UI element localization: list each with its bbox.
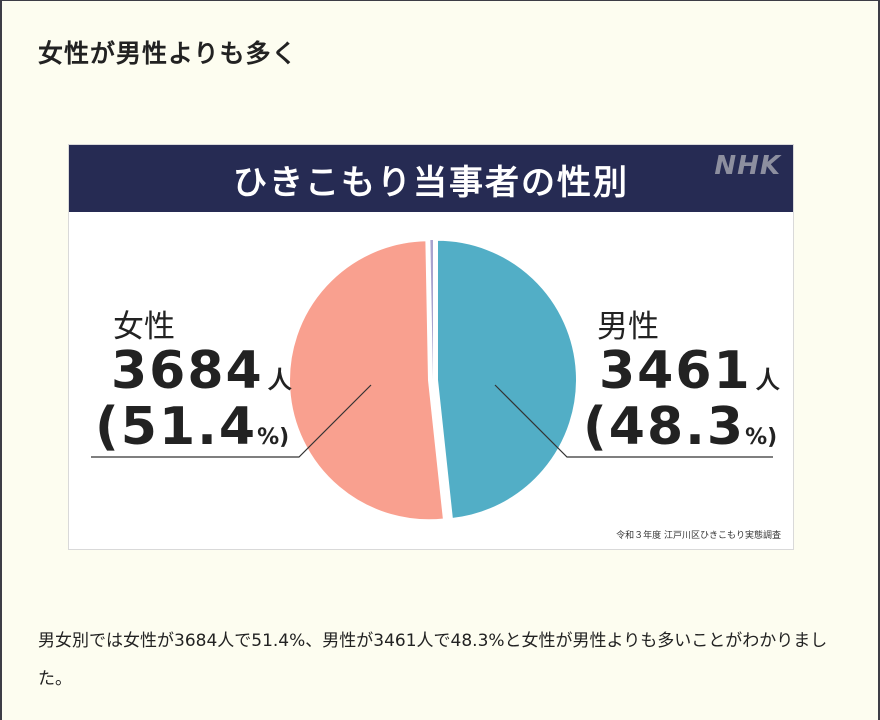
male-percent-label: (48.3%) <box>583 397 777 457</box>
male-count-value: 3461 <box>599 341 752 401</box>
source-note: 令和３年度 江戸川区ひきこもり実態調査 <box>616 531 781 541</box>
nhk-logo: NHK <box>714 151 781 181</box>
pie-slice-female <box>288 239 446 522</box>
body-caption: 男女別では女性が3684人で51.4%、男性が3461人で48.3%と女性が男性… <box>38 631 828 689</box>
female-percent-label: (51.4%) <box>95 397 289 457</box>
female-leader-line <box>91 384 372 458</box>
pie-slice-male <box>435 238 578 521</box>
female-count-label: 3684 人 <box>111 341 292 401</box>
female-count-unit: 人 <box>267 366 292 394</box>
chart-title: ひきこもり当事者の性別 <box>233 163 629 203</box>
male-percent-value: (48.3 <box>583 397 746 457</box>
section-heading: 女性が男性よりも多く <box>38 39 298 68</box>
male-count-unit: 人 <box>755 366 780 394</box>
window-border-left <box>0 0 2 720</box>
female-count-value: 3684 <box>111 341 264 401</box>
male-category-label: 男性 <box>597 309 659 345</box>
chart-figure: ひきこもり当事者の性別 NHK 女性 3684 人 (51.4%) 男性 3461… <box>68 144 794 550</box>
chart-banner <box>69 145 793 212</box>
female-percent-sign: %) <box>257 425 290 450</box>
female-category-label: 女性 <box>113 309 175 345</box>
window-border-top <box>0 0 880 1</box>
female-percent-value: (51.4 <box>95 397 258 457</box>
male-count-label: 3461 人 <box>599 341 780 401</box>
male-leader-line <box>494 384 773 458</box>
pie-chart <box>91 238 773 522</box>
pie-slice-other <box>430 240 433 380</box>
male-percent-sign: %) <box>745 425 778 450</box>
window-border-right <box>878 0 880 720</box>
